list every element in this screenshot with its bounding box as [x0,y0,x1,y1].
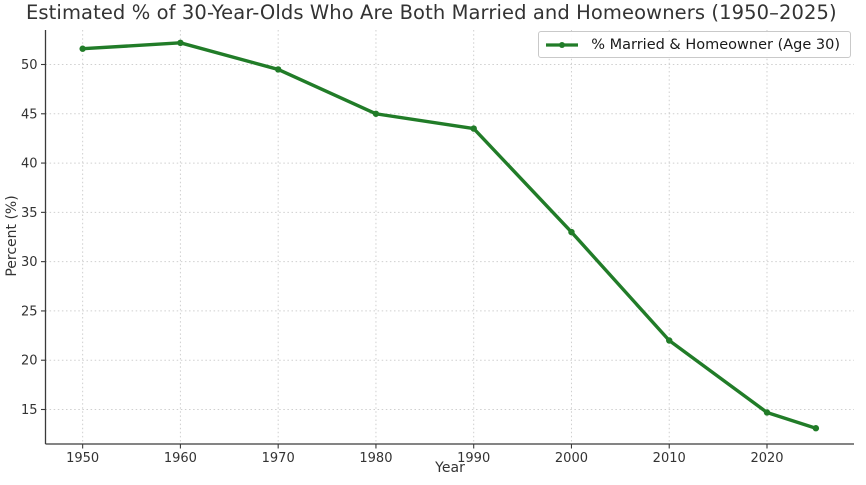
x-tick-label: 1960 [164,451,197,466]
legend: % Married & Homeowner (Age 30) [538,31,851,58]
x-tick-label: 2010 [653,451,686,466]
data-point-marker [79,45,86,52]
data-point-marker [568,228,575,236]
x-tick-label: 1950 [66,451,99,466]
data-point-marker [763,409,771,416]
y-tick-label: 45 [21,107,38,122]
x-tick-label: 1980 [359,451,392,466]
x-tick-label: 2020 [750,451,783,466]
y-tick-label: 35 [21,206,38,221]
x-axis-label: Year [435,460,465,476]
y-tick-label: 50 [21,58,38,73]
y-tick-label: 15 [21,403,38,418]
x-tick-label: 1990 [457,451,490,466]
legend-marker-dot [559,41,566,48]
data-point-marker [372,110,380,117]
y-tick-label: 20 [21,354,38,369]
chart-line [80,41,818,430]
y-tick-label: 25 [21,304,38,319]
data-point-marker [470,125,477,132]
chart-title: Estimated % of 30-Year-Olds Who Are Both… [26,1,837,24]
data-point-marker [666,337,673,344]
data-point-marker [812,425,820,432]
y-tick-label: 30 [21,255,38,270]
y-tick-label: 40 [21,157,38,172]
data-point-marker [177,39,184,47]
legend-label: % Married & Homeowner (Age 30) [591,36,840,53]
data-point-marker [274,66,282,73]
x-tick-label: 1970 [262,451,295,466]
legend-line-marker-icon [546,41,579,48]
x-tick-label: 2000 [555,451,588,466]
